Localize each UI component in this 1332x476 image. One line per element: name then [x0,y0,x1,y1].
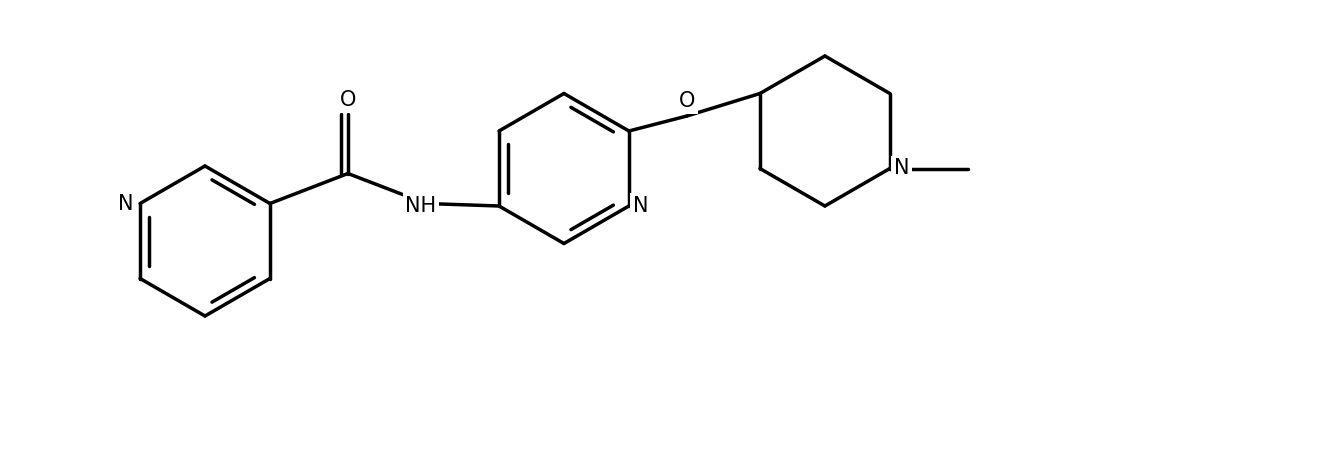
Text: O: O [679,91,695,111]
Text: NH: NH [405,196,437,216]
Text: N: N [894,159,910,178]
Text: N: N [633,196,649,216]
Text: O: O [340,90,356,110]
Text: N: N [119,194,133,214]
